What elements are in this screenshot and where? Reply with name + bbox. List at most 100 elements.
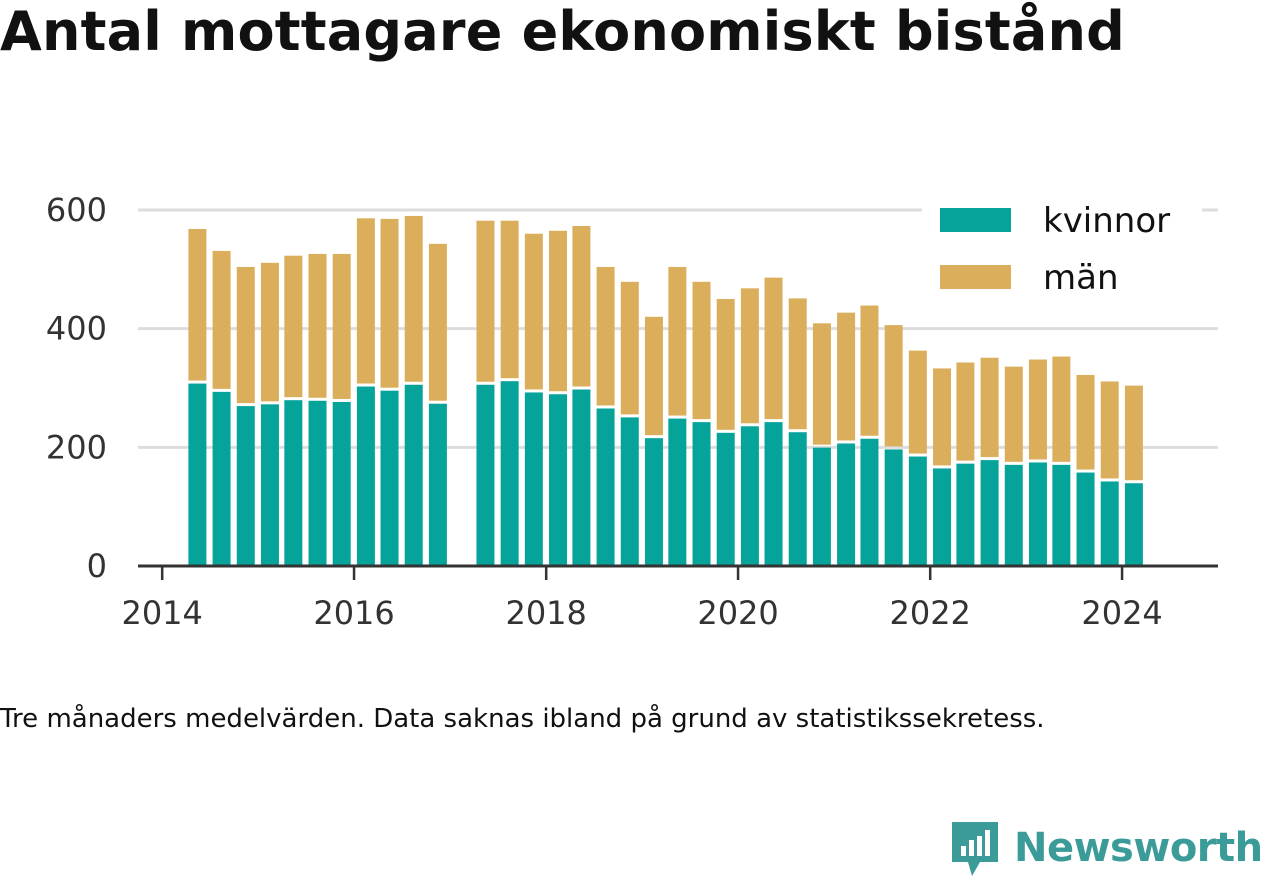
bar-man	[1028, 359, 1047, 460]
bar-man	[308, 253, 327, 398]
bar-kvinnor	[716, 432, 735, 566]
bar-man	[1004, 366, 1023, 462]
brand-logo: Newsworthy	[950, 818, 1262, 878]
bar-man	[1052, 356, 1071, 462]
bar-kvinnor	[692, 422, 711, 566]
bar-man	[788, 298, 807, 430]
bar-man	[884, 325, 903, 447]
bar-man	[620, 281, 639, 415]
bar-kvinnor	[1124, 483, 1143, 566]
bar-kvinnor	[404, 384, 423, 566]
bar-kvinnor	[308, 400, 327, 566]
bar-man	[332, 253, 351, 399]
bar-man	[692, 281, 711, 420]
bar-kvinnor	[668, 418, 687, 566]
bar-kvinnor	[500, 381, 519, 566]
bar-kvinnor	[1028, 462, 1047, 566]
bar-kvinnor	[980, 460, 999, 566]
bar-kvinnor	[812, 447, 831, 566]
bar-man	[764, 277, 783, 420]
y-tick-label: 0	[87, 547, 107, 585]
x-axis: 2014 2016 2018 2020 2022 2024	[121, 564, 1218, 632]
bar-kvinnor	[908, 456, 927, 566]
bar-kvinnor	[1076, 472, 1095, 566]
x-tick-label: 2016	[313, 594, 394, 632]
bar-man	[260, 262, 279, 402]
bar-man	[716, 299, 735, 430]
bar-kvinnor	[188, 383, 207, 566]
bar-kvinnor	[236, 406, 255, 566]
bar-kvinnor	[549, 394, 568, 566]
legend-swatch	[940, 265, 1011, 289]
bar-man	[476, 220, 495, 382]
bar-kvinnor	[933, 468, 952, 566]
bar-kvinnor	[380, 390, 399, 566]
bar-man	[956, 362, 975, 461]
bar-man	[837, 312, 856, 441]
brand-name: Newsworthy	[1014, 825, 1262, 871]
y-tick-label: 200	[46, 428, 107, 466]
bar-man	[356, 218, 375, 384]
page-title: Antal mottagare ekonomiskt bistånd	[0, 0, 1126, 63]
bar-man	[1100, 381, 1119, 479]
bar-kvinnor	[572, 389, 591, 566]
newsworthy-logo-icon	[952, 822, 998, 876]
bar-kvinnor	[788, 432, 807, 566]
legend-label: män	[1043, 258, 1119, 298]
bar-man	[908, 350, 927, 454]
stacked-bar-chart: 2014 2016 2018 2020 2022 2024 0 200 400 600 kvin…	[46, 191, 1218, 632]
bar-kvinnor	[1004, 464, 1023, 566]
bar-kvinnor	[1052, 464, 1071, 566]
bar-kvinnor	[837, 443, 856, 566]
bar-man	[188, 228, 207, 381]
legend: kvinnor män	[922, 196, 1202, 306]
y-tick-label: 600	[46, 191, 107, 229]
bar-man	[572, 226, 591, 387]
bar-man	[236, 266, 255, 404]
bar-kvinnor	[956, 463, 975, 566]
bar-man	[1076, 374, 1095, 470]
bar-man	[668, 266, 687, 416]
bar-kvinnor	[1100, 481, 1119, 566]
bar-man	[980, 357, 999, 458]
bar-kvinnor	[332, 401, 351, 566]
bar-man	[428, 243, 447, 401]
bar-man	[549, 230, 568, 392]
legend-swatch	[940, 208, 1011, 232]
bar-kvinnor	[644, 438, 663, 566]
bar-kvinnor	[260, 404, 279, 566]
bar-kvinnor	[356, 386, 375, 566]
bar-man	[860, 305, 879, 436]
bar-man	[596, 266, 615, 406]
y-tick-label: 400	[46, 310, 107, 348]
bar-kvinnor	[524, 392, 543, 566]
y-tick-labels: 0 200 400 600	[46, 191, 107, 585]
bar-kvinnor	[476, 384, 495, 566]
x-tick-label: 2020	[697, 594, 778, 632]
bar-kvinnor	[740, 426, 759, 566]
bar-man	[524, 233, 543, 390]
x-tick-label: 2014	[121, 594, 202, 632]
bar-kvinnor	[620, 417, 639, 566]
bar-man	[644, 316, 663, 436]
bar-man	[740, 288, 759, 424]
bar-man	[933, 368, 952, 466]
bar-kvinnor	[764, 422, 783, 566]
bar-kvinnor	[860, 438, 879, 566]
bar-kvinnor	[284, 400, 303, 566]
bar-man	[404, 215, 423, 382]
bar-kvinnor	[428, 403, 447, 566]
x-tick-label: 2018	[505, 594, 586, 632]
x-tick-label: 2022	[889, 594, 970, 632]
bar-man	[380, 218, 399, 388]
bar-man	[812, 323, 831, 445]
bar-kvinnor	[596, 408, 615, 566]
bar-man	[500, 220, 519, 379]
bar-kvinnor	[884, 449, 903, 566]
legend-label: kvinnor	[1043, 201, 1170, 241]
bars	[188, 215, 1143, 566]
bar-man	[284, 255, 303, 398]
bar-man	[212, 250, 231, 389]
bar-man	[1124, 385, 1143, 481]
bar-kvinnor	[212, 391, 231, 566]
